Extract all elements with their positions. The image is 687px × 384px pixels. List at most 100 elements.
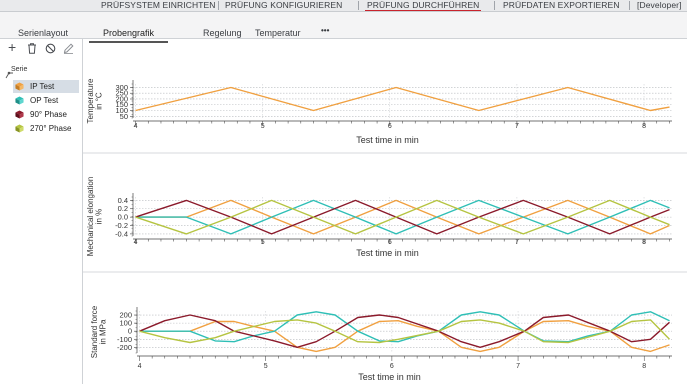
elongation-x-tick-label: 4	[134, 239, 138, 246]
tab-probengrafik[interactable]: Probengrafik	[88, 28, 169, 43]
cube-face-left	[15, 84, 20, 91]
top-menu-bar: PRÜFSYSTEM EINRICHTEN PRÜFUNG KONFIGURIE…	[0, 0, 687, 12]
force-x-tick-label: 8	[642, 363, 646, 370]
force-y-tick-label: -100	[117, 335, 132, 344]
cube-icon	[15, 110, 24, 119]
menu-separator	[629, 1, 630, 10]
force-y-axis-label: Standard forcein MPa	[90, 305, 108, 358]
temperature-x-tick-label: 5	[261, 123, 265, 130]
sub-navigation-bar	[0, 12, 687, 38]
cube-face-top	[15, 124, 24, 129]
more-tabs-button[interactable]: •••	[321, 26, 330, 35]
cube-icon	[15, 82, 24, 91]
menu-pruefung-konfigurieren[interactable]: PRÜFUNG KONFIGURIEREN	[225, 0, 343, 10]
force-series-line-0	[139, 320, 670, 353]
temperature-x-tick-label: 7	[515, 123, 519, 130]
force-series-line-2	[139, 314, 670, 348]
series-item-270-phase[interactable]: 270° Phase	[13, 122, 79, 135]
menu-separator	[494, 1, 495, 10]
cube-face-right	[19, 126, 24, 133]
menu-bar-border	[0, 11, 687, 12]
temperature-y-tick-label: 100	[115, 106, 128, 115]
cube-face-right	[19, 84, 24, 91]
temperature-y-axis-label-line1: Temperature	[86, 78, 95, 123]
series-tree-icon	[5, 66, 14, 84]
temperature-x-axis-label: Test time in min	[356, 135, 419, 145]
cube-face-left	[15, 126, 20, 133]
elongation-y-tick-label: 0.4	[118, 196, 128, 205]
cube-face-left	[15, 98, 20, 105]
elongation-y-tick-label: -0.4	[115, 229, 128, 238]
elongation-series-line-3	[135, 199, 670, 235]
series-item-label: IP Test	[30, 82, 55, 91]
temperature-y-tick-label: 250	[115, 89, 128, 98]
elongation-y-axis-label-line1: Mechanical elongation	[86, 177, 95, 257]
force-x-axis-label: Test time in min	[358, 372, 421, 382]
serienlayout-tab[interactable]: Serienlayout	[18, 28, 69, 38]
elongation-y-tick-label: 0.0	[118, 213, 128, 222]
series-item-label: 270° Phase	[30, 124, 72, 133]
elongation-series-line-2	[135, 199, 670, 235]
temperature-y-tick-label: 50	[120, 112, 128, 121]
temperature-y-tick-label: 200	[115, 94, 128, 103]
elongation-x-tick-label: 7	[515, 239, 519, 246]
temperature-x-tick-label: 6	[388, 123, 392, 130]
elongation-y-tick-label: -0.2	[115, 221, 128, 230]
cube-face-top	[15, 110, 24, 115]
temperature-series-line-0	[135, 86, 670, 112]
elongation-series-line-0	[135, 199, 670, 235]
force-y-axis-label-line2: in MPa	[99, 319, 108, 344]
force-x-tick-label: 5	[264, 363, 268, 370]
temperature-y-tick-label: 150	[115, 100, 128, 109]
menu-separator	[358, 1, 359, 10]
temperature-x-tick-label: 4	[134, 123, 138, 130]
trash-icon[interactable]	[27, 43, 37, 57]
elongation-y-axis-label: Mechanical elongationin %	[86, 177, 104, 257]
series-item-ip-test[interactable]: IP Test	[13, 80, 79, 93]
tab-temperatur[interactable]: Temperatur	[255, 28, 301, 38]
elongation-y-tick-label: 0.2	[118, 204, 128, 213]
temperature-x-tick-label: 8	[642, 123, 646, 130]
menu-pruefsystem-einrichten[interactable]: PRÜFSYSTEM EINRICHTEN	[101, 0, 216, 10]
cube-icon	[15, 96, 24, 105]
user-label: [Developer]	[637, 0, 682, 10]
cube-face-right	[19, 98, 24, 105]
menu-pruefdaten-exportieren[interactable]: PRÜFDATEN EXPORTIEREN	[503, 0, 620, 10]
force-series-line-3	[139, 319, 671, 344]
sub-navigation-border	[0, 38, 687, 39]
elongation-x-tick-label: 8	[642, 239, 646, 246]
series-item-label: 90° Phase	[30, 110, 68, 119]
series-panel	[0, 39, 83, 384]
cube-face-left	[15, 112, 20, 119]
tab-regelung[interactable]: Regelung	[203, 28, 242, 38]
menu-separator	[218, 1, 219, 10]
force-y-tick-label: 200	[119, 311, 132, 320]
temperature-y-axis-label: Temperaturein °C	[86, 78, 104, 123]
force-x-tick-label: 7	[516, 363, 520, 370]
temperature-y-tick-label: 300	[115, 83, 128, 92]
elongation-x-tick-label: 6	[388, 239, 392, 246]
series-item-label: OP Test	[30, 96, 59, 105]
no-entry-icon[interactable]	[45, 43, 56, 57]
force-y-axis-label-line1: Standard force	[90, 305, 99, 358]
elongation-x-axis-label: Test time in min	[356, 248, 419, 258]
force-y-tick-label: 0	[128, 327, 132, 336]
cube-face-top	[15, 96, 24, 101]
temperature-y-axis-label-line2: in °C	[95, 92, 104, 110]
series-item-90-phase[interactable]: 90° Phase	[13, 108, 79, 121]
elongation-x-tick-label: 5	[261, 239, 265, 246]
force-x-tick-label: 6	[390, 363, 394, 370]
force-y-tick-label: 100	[119, 319, 132, 328]
pencil-icon[interactable]	[63, 43, 74, 57]
cube-face-right	[19, 112, 24, 119]
cube-icon	[15, 124, 24, 133]
elongation-y-axis-label-line2: in %	[95, 209, 104, 225]
series-item-op-test[interactable]: OP Test	[13, 94, 79, 107]
cube-face-top	[15, 82, 24, 87]
force-x-tick-label: 4	[138, 363, 142, 370]
elongation-chart: -0.4-0.20.00.20.4 4 5 6 7 8 Test time in min Me…	[86, 177, 672, 258]
plus-icon[interactable]: +	[8, 39, 17, 55]
